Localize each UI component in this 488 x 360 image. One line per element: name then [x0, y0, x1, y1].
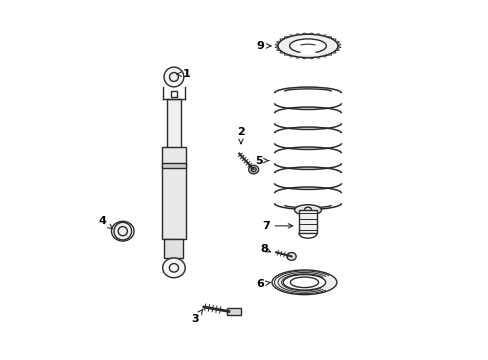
Bar	[298, 210, 317, 233]
Text: 8: 8	[260, 244, 270, 254]
Ellipse shape	[283, 275, 325, 290]
Text: 3: 3	[191, 309, 203, 324]
Text: 1: 1	[176, 69, 190, 79]
Ellipse shape	[164, 67, 183, 87]
Ellipse shape	[248, 165, 258, 174]
Bar	[162, 147, 185, 239]
Ellipse shape	[114, 222, 131, 240]
Ellipse shape	[271, 270, 336, 294]
Text: 7: 7	[261, 221, 292, 231]
Ellipse shape	[163, 258, 185, 278]
Text: 6: 6	[256, 279, 270, 289]
Bar	[164, 239, 183, 258]
Text: 9: 9	[256, 41, 270, 51]
Ellipse shape	[289, 39, 325, 53]
Ellipse shape	[286, 253, 296, 260]
Text: 4: 4	[99, 216, 112, 229]
Bar	[167, 99, 180, 149]
Bar	[162, 163, 185, 168]
Bar	[171, 91, 176, 98]
Text: 5: 5	[255, 156, 268, 166]
Bar	[227, 307, 241, 315]
Ellipse shape	[294, 205, 321, 215]
Ellipse shape	[278, 34, 337, 58]
Text: 2: 2	[237, 127, 244, 144]
